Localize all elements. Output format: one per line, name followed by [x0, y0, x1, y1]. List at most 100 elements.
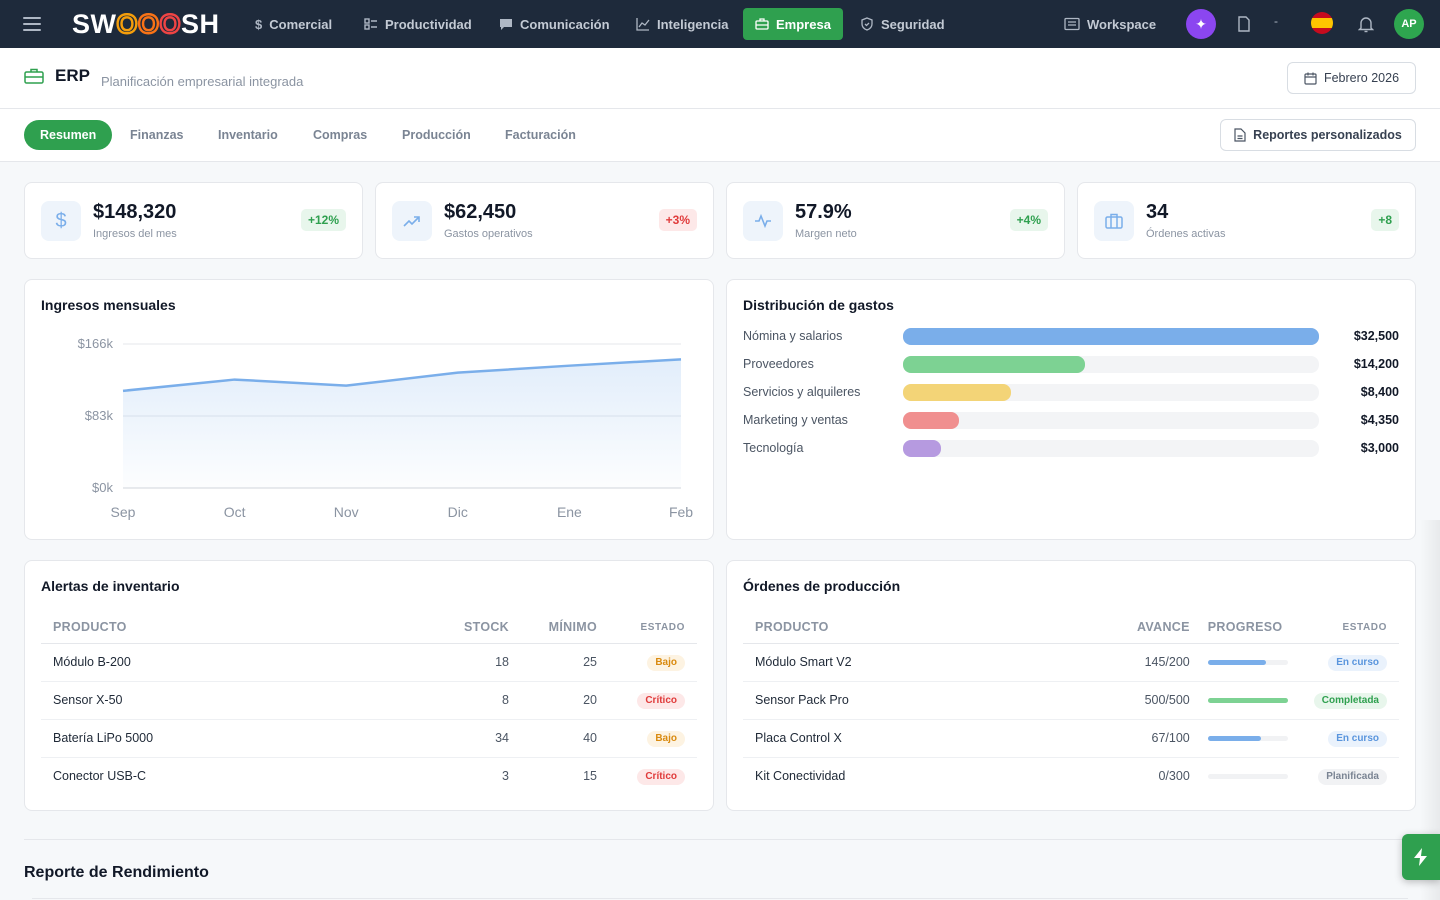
kpi-label: Gastos operativos: [444, 228, 533, 240]
expense-value: $4,350: [1360, 413, 1399, 427]
workspace-icon: [1064, 17, 1080, 31]
top-navigation-bar: SWOOOSH $ Comercial Productividad Comuni…: [0, 0, 1440, 48]
ai-assistant-button[interactable]: ✦: [1186, 9, 1216, 39]
kpi-value: $62,450: [444, 201, 517, 223]
status-badge: En curso: [1328, 654, 1387, 671]
tab-resumen[interactable]: Resumen: [24, 120, 113, 150]
menu-icon[interactable]: [22, 15, 42, 33]
kpi-card-ingresos: $ $148,320 Ingresos del mes +12%: [24, 182, 363, 259]
bell-icon[interactable]: [1358, 15, 1374, 33]
progress-bar: [1207, 774, 1288, 780]
page-header: ERP Planificación empresarial integrada …: [0, 48, 1440, 109]
col-header-minimo: MÍNIMO: [521, 612, 609, 644]
expense-bar: [903, 440, 942, 457]
product-name: Batería LiPo 5000: [41, 719, 431, 758]
expense-bar-track: [903, 356, 1319, 373]
status-badge: Bajo: [647, 730, 685, 747]
x-tick-label: Dic: [448, 504, 468, 520]
nav-label: Comercial: [269, 16, 333, 32]
expense-name: Marketing y ventas: [743, 413, 848, 427]
tab-compras[interactable]: Compras: [313, 128, 368, 142]
tab-bar: Resumen Finanzas Inventario Compras Prod…: [0, 109, 1440, 162]
card-title: Ingresos mensuales: [41, 297, 176, 313]
product-name: Sensor X-50: [41, 681, 431, 720]
expense-bar: [903, 384, 1011, 401]
product-name: Placa Control X: [743, 719, 1122, 758]
progress-bar: [1207, 698, 1288, 704]
card-title: Órdenes de producción: [743, 578, 901, 594]
nav-label: Comunicación: [520, 16, 610, 32]
x-tick-label: Ene: [557, 504, 582, 520]
page-title: ERP: [55, 66, 90, 85]
tab-finanzas[interactable]: Finanzas: [130, 128, 184, 142]
table-row[interactable]: Placa Control X 67/100 En curso: [743, 719, 1399, 758]
advance-value: 500/500: [1121, 681, 1202, 720]
table-row[interactable]: Sensor X-50 8 20 Crítico: [41, 681, 697, 720]
kpi-label: Ingresos del mes: [93, 228, 177, 240]
nav-inteligencia[interactable]: Inteligencia: [624, 8, 741, 40]
table-row[interactable]: Módulo Smart V2 145/200 En curso: [743, 643, 1399, 682]
expense-bar-track: [903, 328, 1319, 345]
status-cell: Crítico: [609, 757, 697, 795]
stock-value: 18: [431, 643, 521, 682]
revenue-area: [123, 359, 681, 488]
briefcase-icon: [755, 18, 769, 30]
tab-produccion[interactable]: Producción: [402, 128, 471, 142]
section-divider: [32, 898, 1408, 899]
avatar-initials: AP: [1401, 18, 1417, 30]
minimum-value: 40: [521, 719, 609, 758]
nav-comunicacion[interactable]: Comunicación: [487, 8, 622, 40]
quick-action-button[interactable]: [1402, 834, 1440, 880]
expense-name: Tecnología: [743, 441, 804, 455]
briefcase-icon: [1094, 201, 1134, 241]
tab-inventario[interactable]: Inventario: [218, 128, 278, 142]
card-title: Distribución de gastos: [743, 297, 894, 313]
nav-productividad[interactable]: Productividad: [352, 8, 484, 40]
kpi-value: $148,320: [93, 201, 177, 223]
table-row[interactable]: Batería LiPo 5000 34 40 Bajo: [41, 719, 697, 758]
progress-cell: [1202, 757, 1302, 795]
progress-cell: [1201, 681, 1302, 720]
briefcase-icon: [24, 68, 44, 84]
brand-logo[interactable]: SWOOOSH: [72, 8, 220, 40]
stock-value: 34: [431, 719, 521, 758]
document-icon[interactable]: [1236, 16, 1252, 32]
product-name: Módulo B-200: [41, 643, 431, 682]
progress-fill: [1207, 736, 1262, 742]
col-header-estado: ESTADO: [609, 612, 697, 644]
expense-bar-track: [903, 440, 1319, 457]
kpi-delta-badge: +3%: [658, 209, 697, 231]
spain-flag-icon[interactable]: [1311, 12, 1333, 34]
table-row[interactable]: Sensor Pack Pro 500/500 Completada: [743, 681, 1399, 720]
status-badge: Completada: [1313, 692, 1387, 709]
table-row[interactable]: Kit Conectividad 0/300 Planificada: [743, 757, 1399, 795]
trend-icon: [636, 18, 650, 31]
progress-bar: [1207, 660, 1288, 666]
nav-comercial[interactable]: $ Comercial: [243, 8, 344, 40]
expense-name: Servicios y alquileres: [743, 385, 861, 399]
stock-value: 3: [502, 769, 509, 784]
expense-value: $14,200: [1353, 357, 1399, 371]
nav-empresa[interactable]: Empresa: [743, 8, 843, 40]
status-badge: Bajo: [647, 654, 685, 671]
user-avatar[interactable]: AP: [1394, 9, 1424, 39]
expense-bar: [903, 328, 1319, 345]
tab-facturacion[interactable]: Facturación: [505, 128, 576, 142]
nav-seguridad[interactable]: Seguridad: [848, 8, 957, 40]
workspace-button[interactable]: Workspace: [1064, 8, 1156, 40]
period-selector[interactable]: Febrero 2026: [1287, 62, 1416, 94]
stock-value: 8: [431, 681, 521, 720]
progress-cell: [1201, 643, 1302, 682]
expense-name: Nómina y salarios: [743, 329, 843, 343]
y-tick-label: $83k: [85, 408, 114, 423]
col-header-stock: STOCK: [431, 612, 521, 644]
x-tick-label: Nov: [334, 504, 359, 520]
product-name: Módulo Smart V2: [743, 643, 1122, 682]
card-title: Alertas de inventario: [41, 578, 180, 594]
custom-reports-button[interactable]: Reportes personalizados: [1220, 119, 1416, 151]
kpi-delta-badge: +8: [1371, 209, 1399, 231]
x-tick-label: Sep: [111, 504, 136, 520]
nav-label: Seguridad: [881, 16, 945, 32]
table-row[interactable]: Conector USB-C 3 15 Crítico: [41, 757, 697, 795]
table-row[interactable]: Módulo B-200 18 25 Bajo: [41, 643, 697, 682]
